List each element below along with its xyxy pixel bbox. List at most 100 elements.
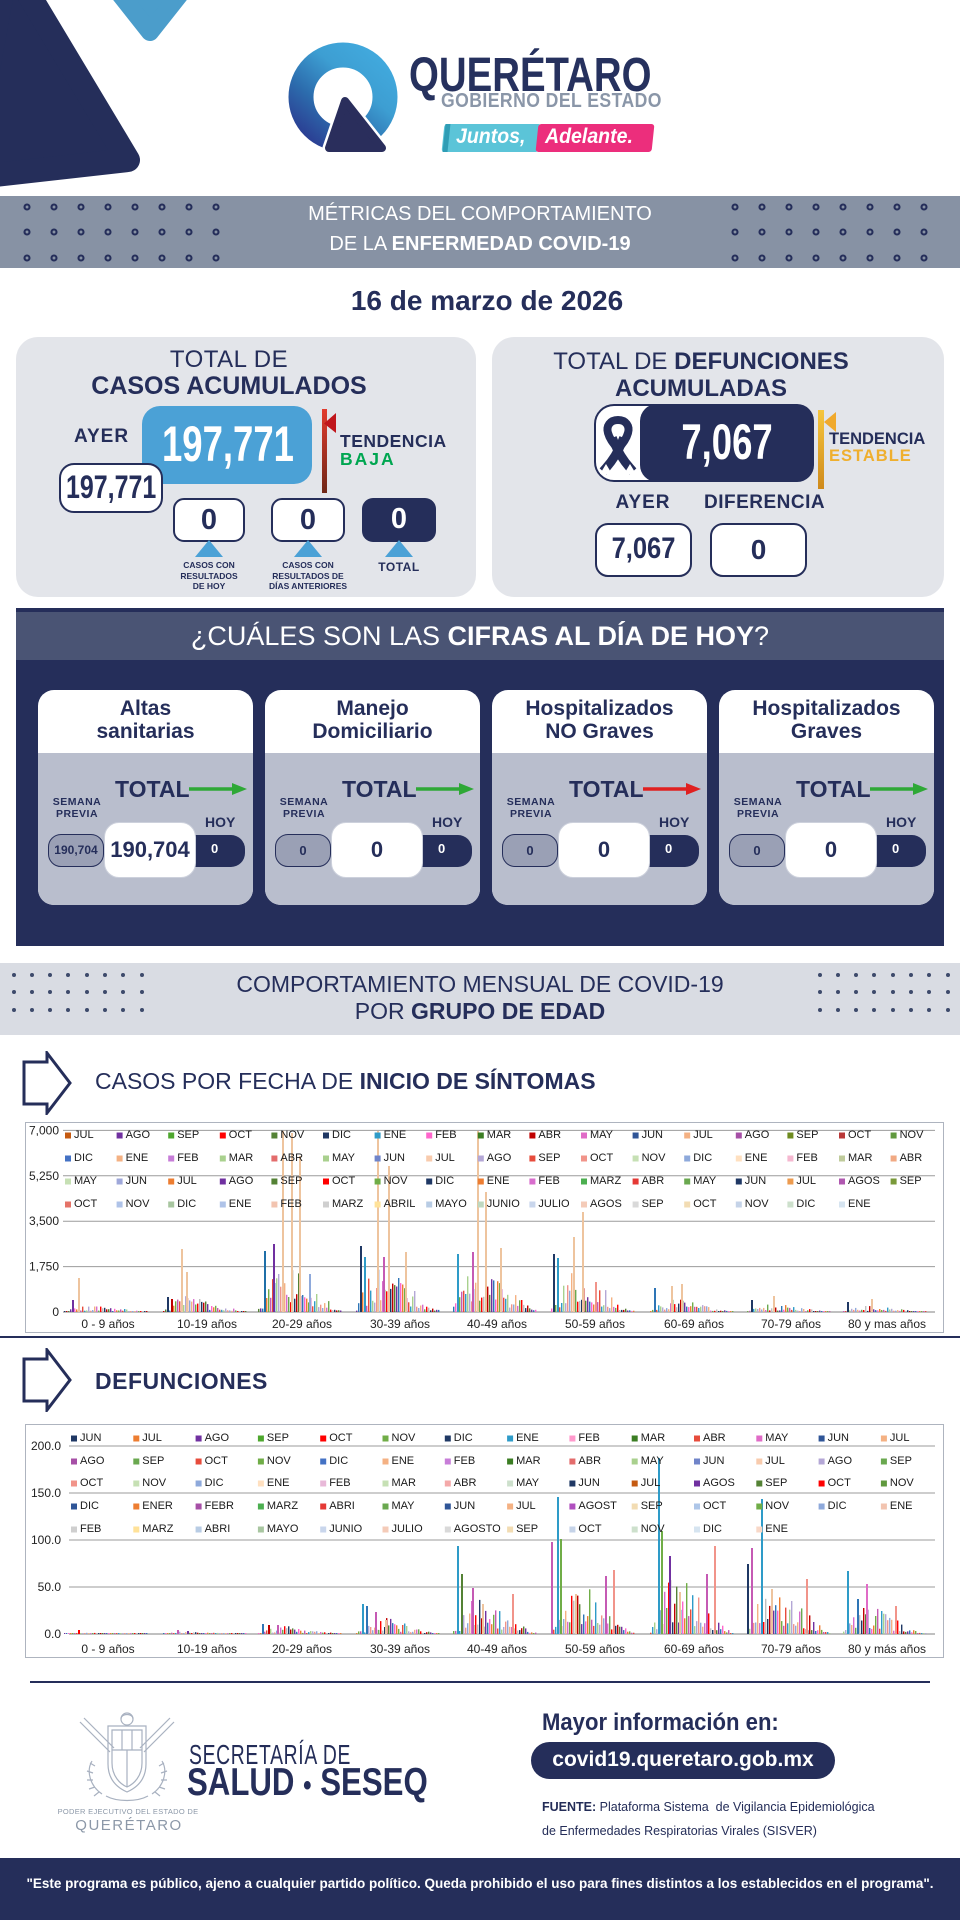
- svg-text:JUL: JUL: [796, 1175, 816, 1187]
- svg-text:20-29 años: 20-29 años: [272, 1642, 332, 1656]
- svg-text:DIC: DIC: [693, 1152, 712, 1164]
- svg-text:SEP: SEP: [642, 1198, 664, 1210]
- svg-text:DIC: DIC: [796, 1198, 815, 1210]
- svg-text:SEP: SEP: [538, 1152, 560, 1164]
- svg-text:MARZ: MARZ: [332, 1198, 363, 1210]
- svg-text:OCT: OCT: [329, 1432, 353, 1444]
- svg-text:ENE: ENE: [765, 1523, 788, 1535]
- svg-text:SEP: SEP: [142, 1455, 164, 1467]
- svg-text:70-79 años: 70-79 años: [761, 1642, 821, 1656]
- svg-text:AGO: AGO: [745, 1129, 770, 1141]
- svg-text:ENE: ENE: [848, 1198, 871, 1210]
- svg-text:ENE: ENE: [229, 1198, 252, 1210]
- svg-text:NOV: NOV: [642, 1152, 667, 1164]
- svg-text:JUL: JUL: [74, 1129, 94, 1141]
- svg-text:OCT: OCT: [590, 1152, 614, 1164]
- svg-text:JUN: JUN: [642, 1129, 663, 1141]
- svg-text:ENE: ENE: [890, 1500, 913, 1512]
- svg-text:SEP: SEP: [280, 1175, 302, 1187]
- svg-text:JUL: JUL: [890, 1432, 910, 1444]
- svg-text:JUN: JUN: [454, 1500, 475, 1512]
- svg-text:OCT: OCT: [848, 1129, 872, 1141]
- svg-text:60-69 años: 60-69 años: [664, 1642, 724, 1656]
- svg-text:0 - 9 años: 0 - 9 años: [81, 1642, 134, 1656]
- svg-text:50-59 años: 50-59 años: [565, 1317, 625, 1331]
- svg-text:1,750: 1,750: [29, 1260, 59, 1274]
- svg-text:30-39 años: 30-39 años: [370, 1317, 430, 1331]
- svg-text:DIC: DIC: [205, 1477, 224, 1489]
- svg-text:MAY: MAY: [590, 1129, 614, 1141]
- svg-text:SEP: SEP: [177, 1129, 199, 1141]
- svg-text:JUL: JUL: [177, 1175, 197, 1187]
- svg-text:50-59 años: 50-59 años: [565, 1642, 625, 1656]
- svg-text:ABR: ABR: [900, 1152, 923, 1164]
- svg-text:JUN: JUN: [828, 1432, 849, 1444]
- svg-text:AGO: AGO: [205, 1432, 230, 1444]
- svg-text:MAR: MAR: [848, 1152, 873, 1164]
- svg-text:JUL: JUL: [765, 1455, 785, 1467]
- svg-text:NOV: NOV: [890, 1477, 915, 1489]
- svg-text:200.0: 200.0: [31, 1439, 61, 1453]
- svg-text:NOV: NOV: [280, 1129, 305, 1141]
- svg-text:DIC: DIC: [177, 1198, 196, 1210]
- svg-text:MARZ: MARZ: [142, 1523, 173, 1535]
- svg-text:NOV: NOV: [126, 1198, 151, 1210]
- svg-text:SEP: SEP: [516, 1523, 538, 1535]
- svg-text:ABR: ABR: [703, 1432, 726, 1444]
- svg-text:OCT: OCT: [80, 1477, 104, 1489]
- svg-text:JUL: JUL: [435, 1152, 455, 1164]
- svg-text:40-49 años: 40-49 años: [467, 1642, 527, 1656]
- svg-text:MAR: MAR: [229, 1152, 254, 1164]
- svg-text:3,500: 3,500: [29, 1214, 59, 1228]
- svg-text:MAYO: MAYO: [435, 1198, 467, 1210]
- svg-text:ENE: ENE: [126, 1152, 149, 1164]
- svg-text:JUL: JUL: [641, 1477, 661, 1489]
- svg-text:JUN: JUN: [578, 1477, 599, 1489]
- svg-text:OCT: OCT: [828, 1477, 852, 1489]
- svg-text:MAR: MAR: [641, 1432, 666, 1444]
- svg-text:100.0: 100.0: [31, 1533, 61, 1547]
- svg-text:MARZ: MARZ: [590, 1175, 621, 1187]
- svg-text:MAYO: MAYO: [267, 1523, 299, 1535]
- svg-text:FEB: FEB: [538, 1175, 559, 1187]
- svg-text:MAY: MAY: [392, 1500, 416, 1512]
- svg-text:ENE: ENE: [487, 1175, 510, 1187]
- svg-text:ENE: ENE: [267, 1477, 290, 1489]
- svg-text:OCT: OCT: [578, 1523, 602, 1535]
- svg-text:OCT: OCT: [205, 1455, 229, 1467]
- svg-text:80 y más años: 80 y más años: [848, 1642, 926, 1656]
- svg-text:FEB: FEB: [177, 1152, 198, 1164]
- svg-text:DIC: DIC: [80, 1500, 99, 1512]
- svg-text:20-29 años: 20-29 años: [272, 1317, 332, 1331]
- svg-text:ENE: ENE: [745, 1152, 768, 1164]
- svg-text:OCT: OCT: [703, 1500, 727, 1512]
- svg-text:JUN: JUN: [80, 1432, 101, 1444]
- svg-text:OCT: OCT: [693, 1198, 717, 1210]
- svg-text:JUL: JUL: [142, 1432, 162, 1444]
- svg-text:MAY: MAY: [641, 1455, 665, 1467]
- svg-text:OCT: OCT: [332, 1175, 356, 1187]
- svg-text:MAY: MAY: [693, 1175, 717, 1187]
- svg-text:50.0: 50.0: [38, 1580, 62, 1594]
- svg-text:FEB: FEB: [578, 1432, 599, 1444]
- svg-text:DIC: DIC: [332, 1129, 351, 1141]
- svg-text:ENER: ENER: [142, 1500, 173, 1512]
- svg-text:DIC: DIC: [329, 1455, 348, 1467]
- svg-text:JULIO: JULIO: [392, 1523, 424, 1535]
- svg-text:0.0: 0.0: [44, 1627, 61, 1641]
- svg-text:ABRI: ABRI: [205, 1523, 231, 1535]
- svg-text:JUNIO: JUNIO: [487, 1198, 520, 1210]
- svg-text:DIC: DIC: [828, 1500, 847, 1512]
- svg-text:ABR: ABR: [578, 1455, 601, 1467]
- svg-text:FEB: FEB: [280, 1198, 301, 1210]
- svg-text:ABRI: ABRI: [329, 1500, 355, 1512]
- svg-text:30-39 años: 30-39 años: [370, 1642, 430, 1656]
- svg-text:NOV: NOV: [384, 1175, 409, 1187]
- svg-text:JUL: JUL: [516, 1500, 536, 1512]
- svg-text:SEP: SEP: [641, 1500, 663, 1512]
- svg-text:0 - 9 años: 0 - 9 años: [81, 1317, 134, 1331]
- svg-text:MAY: MAY: [765, 1432, 789, 1444]
- svg-text:SEP: SEP: [900, 1175, 922, 1187]
- svg-text:JULIO: JULIO: [538, 1198, 570, 1210]
- svg-text:OCT: OCT: [74, 1198, 98, 1210]
